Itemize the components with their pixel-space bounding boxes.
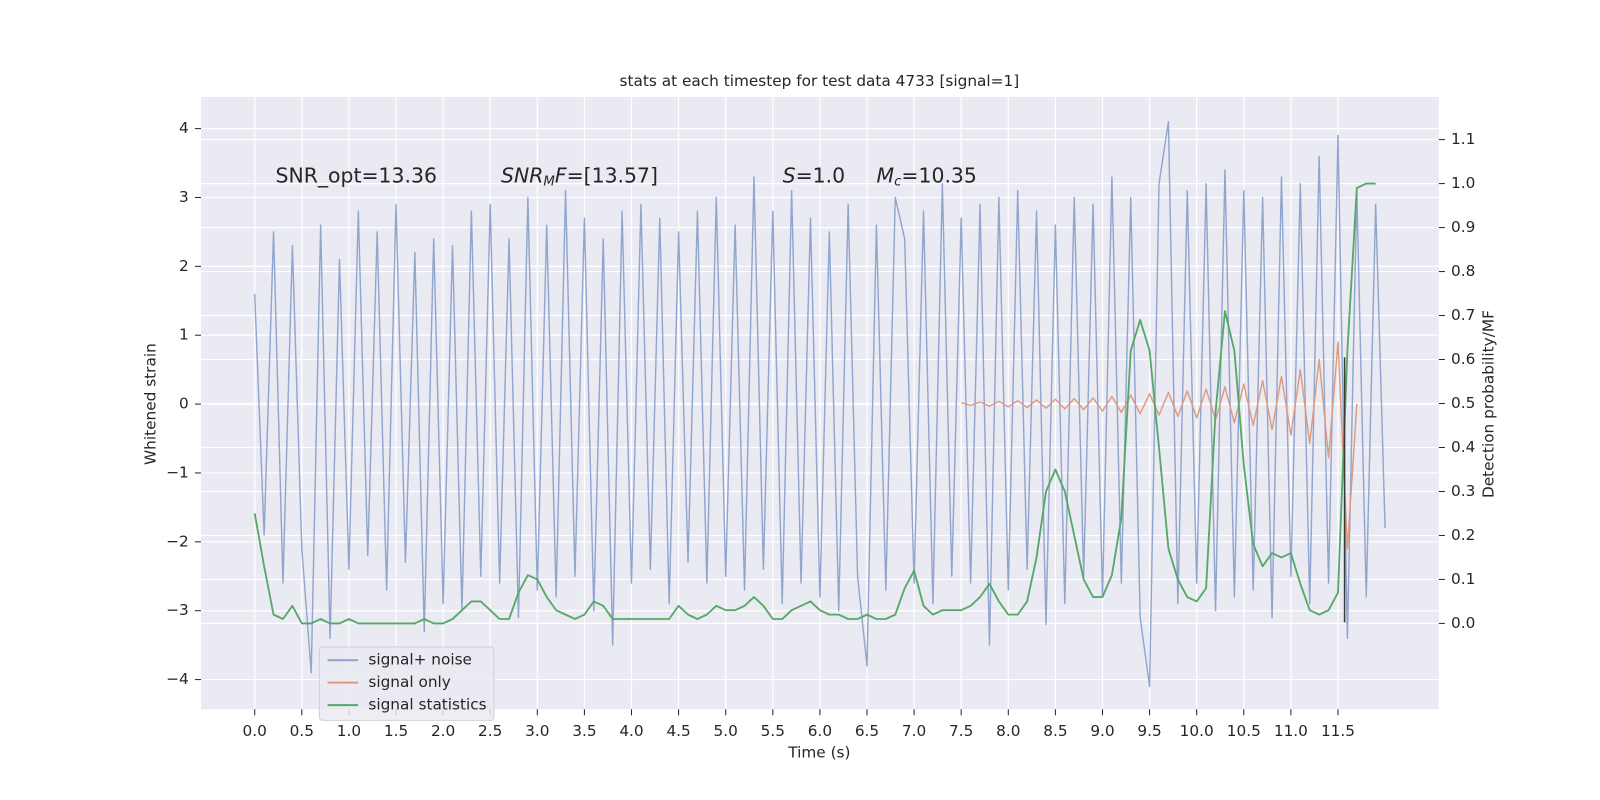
annotation-part: M [543, 175, 555, 190]
x-tick-label: 6.0 [808, 722, 832, 740]
y-tick-label: −2 [166, 532, 189, 550]
chart-title: stats at each timestep for test data 473… [620, 72, 1020, 90]
y2-tick-label: 0.9 [1451, 218, 1475, 236]
y2-tick-label: 1.1 [1451, 130, 1475, 148]
annotation: Mc=10.35 [877, 164, 977, 190]
series-line [253, 182, 1376, 625]
x-tick-label: 7.0 [902, 722, 926, 740]
legend-label: signal statistics [368, 696, 486, 714]
annotation: SNR_opt=13.36 [276, 164, 437, 189]
x-tick-label: 10.0 [1180, 722, 1214, 740]
x-tick-label: 11.5 [1321, 722, 1355, 740]
y2-tick-label: 0.3 [1451, 482, 1475, 500]
x-tick-label: 11.0 [1274, 722, 1308, 740]
x-tick-label: 2.5 [478, 722, 502, 740]
x-tick-label: 8.5 [1043, 722, 1067, 740]
x-axis-label: Time (s) [787, 744, 850, 762]
annotation-part: =[13.57] [567, 164, 658, 188]
annotation: S=1.0 [783, 164, 845, 188]
x-tick-label: 4.0 [619, 722, 643, 740]
y-tick-label: 1 [179, 326, 189, 344]
y2-tick-label: 0.7 [1451, 306, 1475, 324]
y2-tick-label: 0.8 [1451, 262, 1475, 280]
legend-label: signal+ noise [368, 651, 472, 669]
annotation-part: F [555, 164, 567, 188]
annotation: SNRMF=[13.57] [501, 164, 658, 190]
y2-tick-label: 1.0 [1451, 174, 1475, 192]
annotation-part: M [877, 164, 895, 188]
x-tick-label: 8.0 [996, 722, 1020, 740]
x-tick-label: 3.5 [572, 722, 596, 740]
y2-tick-label: 0.2 [1451, 526, 1475, 544]
x-tick-label: 0.0 [243, 722, 267, 740]
y2-tick-label: 0.1 [1451, 570, 1475, 588]
annotation-part: =10.35 [901, 164, 976, 188]
x-tick-label: 9.5 [1137, 722, 1161, 740]
annotation-part: =1.0 [796, 164, 846, 188]
x-tick-label: 10.5 [1227, 722, 1261, 740]
y-tick-label: 4 [179, 119, 189, 137]
y2-tick-label: 0.6 [1451, 350, 1475, 368]
y-tick-label: 0 [179, 395, 189, 413]
y-tick-label: 3 [179, 188, 189, 206]
x-tick-label: 5.5 [761, 722, 785, 740]
y2-tick-label: 0.5 [1451, 394, 1475, 412]
y-axis-label: Whitened strain [142, 343, 160, 465]
annotation-part: SNR [501, 164, 543, 188]
x-tick-label: 4.5 [666, 722, 690, 740]
y-tick-label: −3 [166, 601, 189, 619]
y2-tick-label: 0.0 [1451, 614, 1475, 632]
annotation-part: S [783, 164, 796, 188]
legend: signal+ noise signal only signal statistic… [318, 646, 495, 721]
x-tick-label: 5.0 [714, 722, 738, 740]
y2-tick-label: 0.4 [1451, 438, 1475, 456]
x-tick-label: 1.5 [384, 722, 408, 740]
legend-box [318, 646, 495, 721]
y2-axis-label: Detection probability/MF [1479, 310, 1497, 498]
y-tick-label: 2 [179, 257, 189, 275]
axes: 0.0 0.5 1.0 1.5 2.0 2.5 3.0 3.5 4.0 4.5 5.0 5.5 6.0 6… [166, 119, 1475, 740]
x-tick-label: 0.5 [290, 722, 314, 740]
annotation-part: SNR_opt=13.36 [276, 164, 437, 189]
x-tick-label: 9.0 [1090, 722, 1114, 740]
x-tick-label: 3.0 [525, 722, 549, 740]
series-line [960, 341, 1358, 550]
series-line [253, 121, 1386, 688]
annotation-part: c [894, 175, 902, 190]
legend-label: signal only [368, 673, 450, 691]
y-tick-label: −4 [166, 670, 189, 688]
x-tick-label: 7.5 [949, 722, 973, 740]
x-tick-label: 2.0 [431, 722, 455, 740]
x-tick-label: 1.0 [337, 722, 361, 740]
x-tick-label: 6.5 [855, 722, 879, 740]
y-tick-label: −1 [166, 463, 189, 481]
marks [253, 121, 1386, 688]
